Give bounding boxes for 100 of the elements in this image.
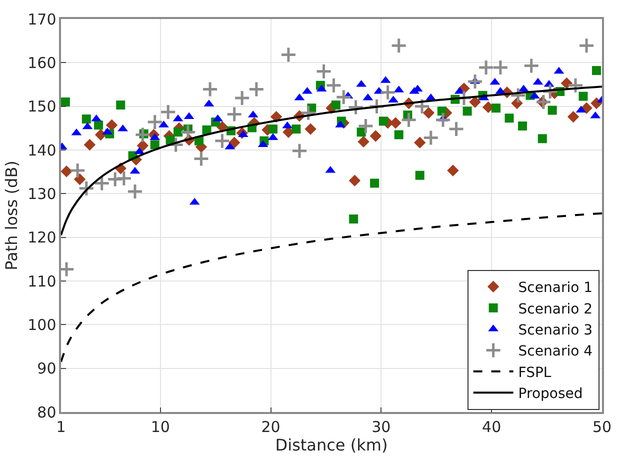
x-tick-label: 10	[150, 418, 170, 436]
point	[548, 106, 557, 115]
point	[348, 174, 361, 186]
point	[448, 120, 465, 138]
point	[422, 130, 440, 146]
point	[380, 84, 396, 101]
point	[578, 92, 588, 101]
point	[106, 119, 118, 131]
point	[248, 81, 265, 98]
point	[478, 59, 494, 76]
point	[84, 138, 96, 151]
x-tick-label: 40	[482, 418, 502, 436]
point	[462, 106, 472, 116]
x-tick-label: 30	[372, 418, 391, 436]
point	[126, 183, 144, 200]
point	[592, 66, 601, 76]
point	[268, 124, 278, 134]
point	[192, 150, 210, 167]
point	[136, 140, 149, 152]
point	[415, 170, 424, 180]
line-series	[61, 86, 602, 236]
y-tick-label: 110	[28, 272, 56, 290]
point	[226, 106, 243, 122]
y-tick-label: 140	[28, 141, 56, 160]
point	[280, 46, 297, 64]
point	[116, 170, 132, 187]
y-tick-label: 160	[28, 54, 56, 72]
point	[291, 142, 308, 160]
point	[61, 166, 72, 178]
legend-label: Scenario 2	[518, 301, 593, 318]
y-tick-label: 80	[37, 403, 56, 422]
point	[349, 214, 358, 224]
y-tick-label: 100	[28, 316, 56, 334]
point	[180, 124, 196, 140]
point	[523, 57, 540, 74]
y-tick-label: 130	[28, 184, 56, 203]
point	[492, 104, 501, 113]
point	[234, 90, 250, 106]
point	[567, 77, 584, 94]
point	[400, 112, 418, 128]
point	[106, 171, 124, 188]
point	[422, 107, 435, 119]
point	[504, 114, 514, 123]
y-tick-label: 120	[28, 228, 56, 247]
y-tick-label: 170	[28, 10, 56, 28]
legend-label: Scenario 1	[518, 280, 593, 296]
point	[61, 97, 70, 106]
x-tick-label: 20	[261, 418, 280, 436]
point	[94, 120, 104, 130]
y-axis-title: Path loss (dB)	[2, 160, 22, 270]
point	[82, 114, 91, 124]
point	[174, 128, 183, 137]
point	[390, 37, 408, 54]
point	[228, 136, 240, 148]
legend-label: Proposed	[518, 386, 583, 402]
x-tick-label: 50	[592, 418, 612, 436]
point	[325, 77, 342, 94]
point	[331, 100, 340, 110]
point	[590, 97, 602, 110]
point	[160, 104, 176, 120]
point	[535, 94, 552, 110]
point	[567, 110, 580, 123]
point	[437, 106, 446, 116]
point	[214, 132, 230, 150]
point	[578, 37, 595, 54]
point	[447, 164, 459, 176]
point	[538, 134, 547, 144]
point	[357, 118, 374, 134]
legend-label: FSPL	[518, 364, 552, 381]
legend-label: Scenario 3	[518, 322, 593, 338]
point	[378, 116, 388, 126]
point	[518, 121, 528, 130]
point	[134, 126, 151, 143]
point	[434, 112, 452, 128]
legend-label: Scenario 4	[518, 344, 593, 360]
point	[302, 86, 312, 94]
point	[348, 98, 364, 116]
point	[202, 125, 212, 134]
x-tick-label: 1	[56, 418, 66, 436]
y-tick-label: 150	[28, 98, 56, 116]
point	[69, 162, 86, 179]
point	[304, 123, 316, 135]
line-series	[61, 212, 602, 363]
y-tick-label: 90	[37, 360, 56, 378]
point	[116, 100, 126, 110]
point	[370, 178, 380, 188]
point	[370, 130, 382, 142]
point	[146, 114, 164, 130]
x-axis-title: Distance (km)	[275, 436, 388, 455]
point	[335, 88, 352, 106]
point	[202, 81, 218, 98]
point	[414, 136, 426, 148]
point	[292, 124, 301, 134]
point	[394, 130, 404, 140]
point	[466, 73, 484, 90]
point	[358, 136, 370, 148]
point	[469, 96, 481, 108]
point	[316, 63, 332, 80]
point	[94, 174, 110, 192]
point	[492, 59, 509, 76]
